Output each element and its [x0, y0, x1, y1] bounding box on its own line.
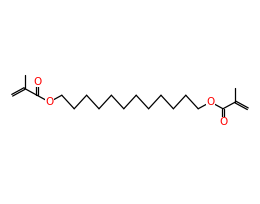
Text: O: O [33, 77, 41, 87]
Text: O: O [219, 117, 227, 127]
Text: O: O [45, 97, 54, 107]
Text: O: O [206, 97, 215, 107]
